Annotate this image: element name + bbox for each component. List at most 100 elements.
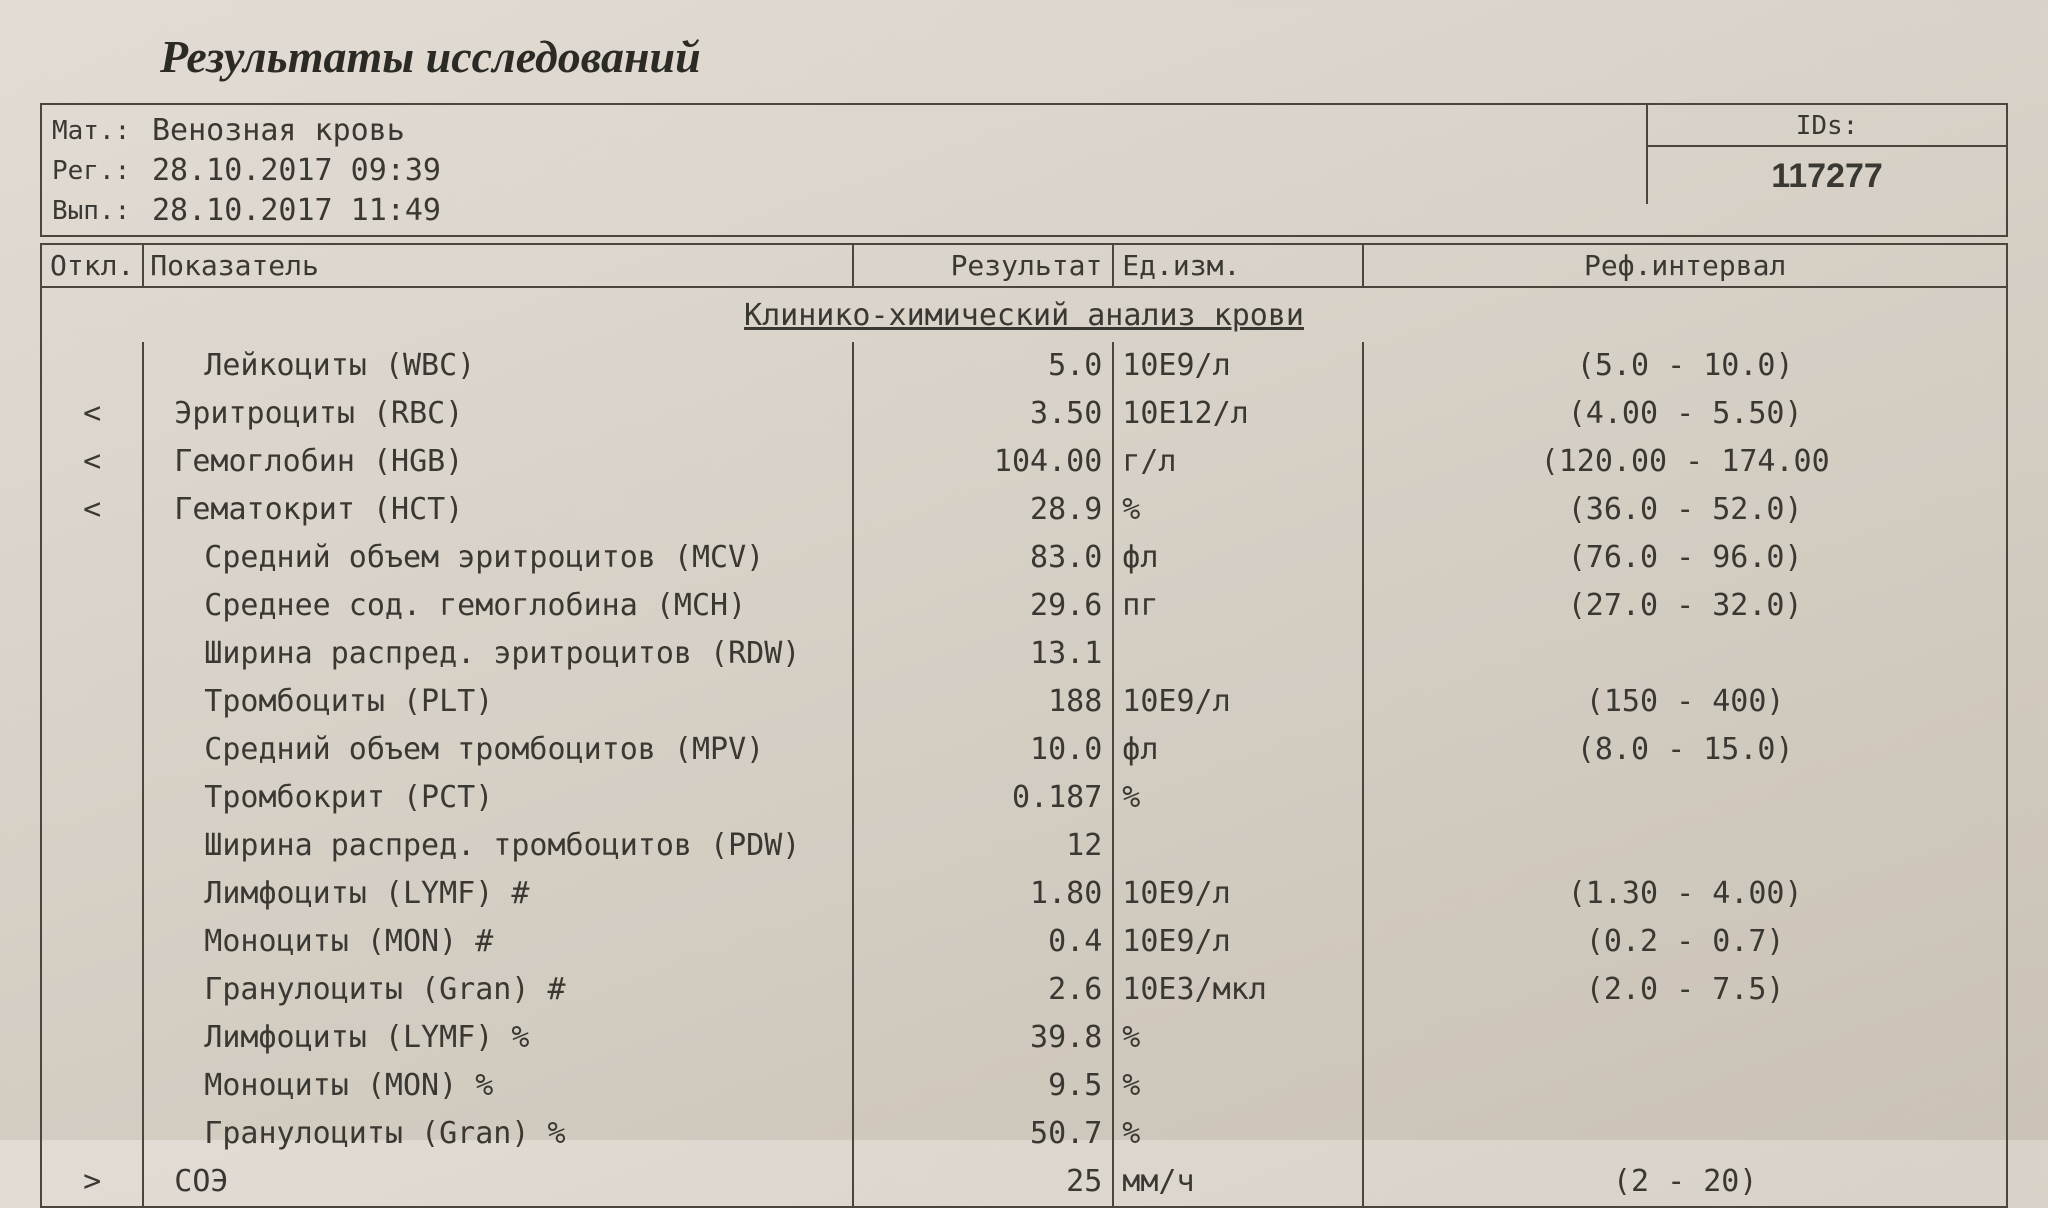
col-header-unit: Ед.изм. [1113, 244, 1363, 287]
cell-result: 5.0 [853, 342, 1113, 390]
cell-unit: % [1113, 1062, 1363, 1110]
value-issued: 28.10.2017 11:49 [152, 191, 441, 231]
cell-result: 3.50 [853, 390, 1113, 438]
cell-unit: % [1113, 774, 1363, 822]
cell-ref: (150 - 400) [1363, 678, 2007, 726]
table-header-row: Откл. Показатель Результат Ед.изм. Реф.и… [41, 244, 2007, 287]
cell-indicator: СОЭ [143, 1158, 853, 1207]
ids-value: 117277 [1646, 147, 2006, 204]
cell-deviation [41, 1110, 143, 1158]
table-row: Тромбоциты (PLT)18810E9/л(150 - 400) [41, 678, 2007, 726]
cell-ref [1363, 1062, 2007, 1110]
cell-deviation [41, 534, 143, 582]
cell-unit [1113, 822, 1363, 870]
cell-result: 28.9 [853, 486, 1113, 534]
cell-deviation: > [41, 1158, 143, 1207]
table-row: Ширина распред. эритроцитов (RDW)13.1 [41, 630, 2007, 678]
cell-indicator: Тромбоциты (PLT) [143, 678, 853, 726]
cell-deviation [41, 774, 143, 822]
table-row: Гранулоциты (Gran) #2.610E3/мкл(2.0 - 7.… [41, 966, 2007, 1014]
cell-deviation [41, 918, 143, 966]
table-row: <Гематокрит (HCT)28.9%(36.0 - 52.0) [41, 486, 2007, 534]
cell-indicator: Гранулоциты (Gran) % [143, 1110, 853, 1158]
table-row: >СОЭ25мм/ч(2 - 20) [41, 1158, 2007, 1207]
table-row: Моноциты (MON) #0.410E9/л(0.2 - 0.7) [41, 918, 2007, 966]
cell-deviation [41, 1062, 143, 1110]
cell-unit: 10E12/л [1113, 390, 1363, 438]
cell-unit: фл [1113, 534, 1363, 582]
cell-ref: (8.0 - 15.0) [1363, 726, 2007, 774]
cell-unit: 10E9/л [1113, 918, 1363, 966]
table-row: Моноциты (MON) %9.5% [41, 1062, 2007, 1110]
cell-deviation [41, 726, 143, 774]
section-title: Клинико-химический анализ крови [41, 287, 2007, 342]
cell-unit: 10E9/л [1113, 678, 1363, 726]
cell-unit: 10E9/л [1113, 342, 1363, 390]
cell-result: 83.0 [853, 534, 1113, 582]
cell-indicator: Ширина распред. эритроцитов (RDW) [143, 630, 853, 678]
value-material: Венозная кровь [152, 111, 441, 151]
table-row: Ширина распред. тромбоцитов (PDW)12 [41, 822, 2007, 870]
cell-ref: (4.00 - 5.50) [1363, 390, 2007, 438]
cell-result: 10.0 [853, 726, 1113, 774]
cell-result: 2.6 [853, 966, 1113, 1014]
cell-result: 0.4 [853, 918, 1113, 966]
cell-result: 104.00 [853, 438, 1113, 486]
cell-deviation [41, 582, 143, 630]
cell-indicator: Гранулоциты (Gran) # [143, 966, 853, 1014]
cell-indicator: Ширина распред. тромбоцитов (PDW) [143, 822, 853, 870]
cell-indicator: Гемоглобин (HGB) [143, 438, 853, 486]
col-header-ref: Реф.интервал [1363, 244, 2007, 287]
cell-ref: (2.0 - 7.5) [1363, 966, 2007, 1014]
cell-ref [1363, 774, 2007, 822]
cell-ref: (27.0 - 32.0) [1363, 582, 2007, 630]
cell-ref [1363, 822, 2007, 870]
cell-unit: мм/ч [1113, 1158, 1363, 1207]
cell-ref: (76.0 - 96.0) [1363, 534, 2007, 582]
cell-deviation: < [41, 390, 143, 438]
label-issued: Вып.: [52, 191, 152, 231]
cell-indicator: Среднее сод. гемоглобина (MCH) [143, 582, 853, 630]
value-registered: 28.10.2017 09:39 [152, 151, 441, 191]
cell-indicator: Моноциты (MON) # [143, 918, 853, 966]
table-row: Тромбокрит (PCT)0.187% [41, 774, 2007, 822]
cell-result: 9.5 [853, 1062, 1113, 1110]
cell-result: 39.8 [853, 1014, 1113, 1062]
cell-ref: (2 - 20) [1363, 1158, 2007, 1207]
table-row: <Эритроциты (RBC)3.5010E12/л(4.00 - 5.50… [41, 390, 2007, 438]
col-header-indicator: Показатель [143, 244, 853, 287]
cell-indicator: Лимфоциты (LYMF) % [143, 1014, 853, 1062]
page-title: Результаты исследований [160, 30, 2008, 83]
cell-deviation [41, 678, 143, 726]
cell-ref: (36.0 - 52.0) [1363, 486, 2007, 534]
cell-result: 12 [853, 822, 1113, 870]
cell-ref [1363, 1014, 2007, 1062]
header-left: Мат.: Рег.: Вып.: Венозная кровь 28.10.2… [42, 105, 1646, 235]
cell-unit: 10E3/мкл [1113, 966, 1363, 1014]
cell-indicator: Гематокрит (HCT) [143, 486, 853, 534]
cell-ref [1363, 630, 2007, 678]
cell-result: 0.187 [853, 774, 1113, 822]
cell-unit [1113, 630, 1363, 678]
cell-unit: % [1113, 486, 1363, 534]
cell-ref [1363, 1110, 2007, 1158]
cell-unit: % [1113, 1110, 1363, 1158]
cell-deviation: < [41, 438, 143, 486]
cell-ref: (1.30 - 4.00) [1363, 870, 2007, 918]
cell-unit: 10E9/л [1113, 870, 1363, 918]
label-material: Мат.: [52, 111, 152, 151]
header-block: Мат.: Рег.: Вып.: Венозная кровь 28.10.2… [40, 103, 2008, 237]
cell-indicator: Лейкоциты (WBC) [143, 342, 853, 390]
cell-indicator: Средний объем эритроцитов (MCV) [143, 534, 853, 582]
cell-deviation: < [41, 486, 143, 534]
table-row: Гранулоциты (Gran) %50.7% [41, 1110, 2007, 1158]
header-ids-block: IDs: 117277 [1646, 105, 2006, 235]
cell-result: 188 [853, 678, 1113, 726]
table-row: Среднее сод. гемоглобина (MCH)29.6пг(27.… [41, 582, 2007, 630]
cell-result: 13.1 [853, 630, 1113, 678]
label-registered: Рег.: [52, 151, 152, 191]
cell-unit: пг [1113, 582, 1363, 630]
cell-indicator: Эритроциты (RBC) [143, 390, 853, 438]
cell-deviation [41, 870, 143, 918]
cell-result: 1.80 [853, 870, 1113, 918]
